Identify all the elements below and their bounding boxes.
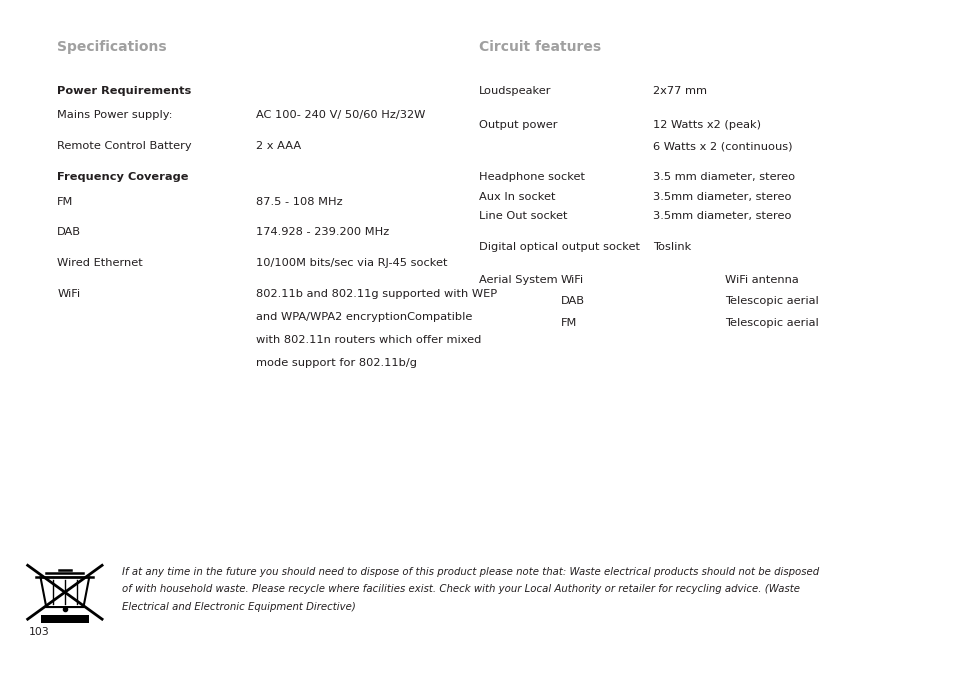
Text: DAB: DAB — [57, 227, 81, 238]
Text: Headphone socket: Headphone socket — [478, 172, 584, 182]
Text: Telescopic aerial: Telescopic aerial — [724, 296, 818, 306]
Text: FM: FM — [560, 318, 577, 328]
Text: Line Out socket: Line Out socket — [478, 211, 567, 221]
Text: 174.928 - 239.200 MHz: 174.928 - 239.200 MHz — [255, 227, 389, 238]
Text: 2 x AAA: 2 x AAA — [255, 141, 300, 151]
Text: 3.5 mm diameter, stereo: 3.5 mm diameter, stereo — [653, 172, 795, 182]
Text: Specifications: Specifications — [57, 40, 167, 55]
Text: Aerial System: Aerial System — [478, 275, 557, 285]
Text: Wired Ethernet: Wired Ethernet — [57, 258, 143, 269]
Text: FM: FM — [57, 197, 73, 207]
Text: Toslink: Toslink — [653, 242, 691, 252]
Text: Loudspeaker: Loudspeaker — [478, 86, 551, 96]
Text: Telescopic aerial: Telescopic aerial — [724, 318, 818, 328]
Text: WiFi antenna: WiFi antenna — [724, 275, 798, 285]
Text: Power Requirements: Power Requirements — [57, 86, 192, 96]
Text: DAB: DAB — [560, 296, 584, 306]
Text: 87.5 - 108 MHz: 87.5 - 108 MHz — [255, 197, 342, 207]
Text: Circuit features: Circuit features — [478, 40, 600, 55]
Text: and WPA/WPA2 encryptionCompatible: and WPA/WPA2 encryptionCompatible — [255, 312, 472, 322]
Text: Electrical and Electronic Equipment Directive): Electrical and Electronic Equipment Dire… — [122, 602, 355, 612]
Text: Aux In socket: Aux In socket — [478, 192, 555, 202]
Text: 6 Watts x 2 (continuous): 6 Watts x 2 (continuous) — [653, 141, 792, 151]
Text: Remote Control Battery: Remote Control Battery — [57, 141, 192, 151]
Text: WiFi: WiFi — [57, 289, 80, 299]
Text: If at any time in the future you should need to dispose of this product please n: If at any time in the future you should … — [122, 567, 819, 577]
Text: with 802.11n routers which offer mixed: with 802.11n routers which offer mixed — [255, 335, 480, 345]
Text: Mains Power supply:: Mains Power supply: — [57, 110, 172, 120]
Text: 10/100M bits/sec via RJ-45 socket: 10/100M bits/sec via RJ-45 socket — [255, 258, 447, 269]
Text: Digital optical output socket: Digital optical output socket — [478, 242, 639, 252]
Text: Output power: Output power — [478, 120, 557, 130]
Bar — [40, 615, 89, 623]
Text: WiFi: WiFi — [560, 275, 583, 285]
Text: of with household waste. Please recycle where facilities exist. Check with your : of with household waste. Please recycle … — [122, 584, 800, 594]
Text: Frequency Coverage: Frequency Coverage — [57, 172, 189, 182]
Text: 12 Watts x2 (peak): 12 Watts x2 (peak) — [653, 120, 760, 130]
Text: 3.5mm diameter, stereo: 3.5mm diameter, stereo — [653, 192, 791, 202]
Text: 103: 103 — [29, 627, 50, 637]
Text: 2x77 mm: 2x77 mm — [653, 86, 707, 96]
Text: 3.5mm diameter, stereo: 3.5mm diameter, stereo — [653, 211, 791, 221]
Text: 802.11b and 802.11g supported with WEP: 802.11b and 802.11g supported with WEP — [255, 289, 497, 299]
Text: AC 100- 240 V/ 50/60 Hz/32W: AC 100- 240 V/ 50/60 Hz/32W — [255, 110, 425, 120]
Text: mode support for 802.11b/g: mode support for 802.11b/g — [255, 358, 416, 368]
